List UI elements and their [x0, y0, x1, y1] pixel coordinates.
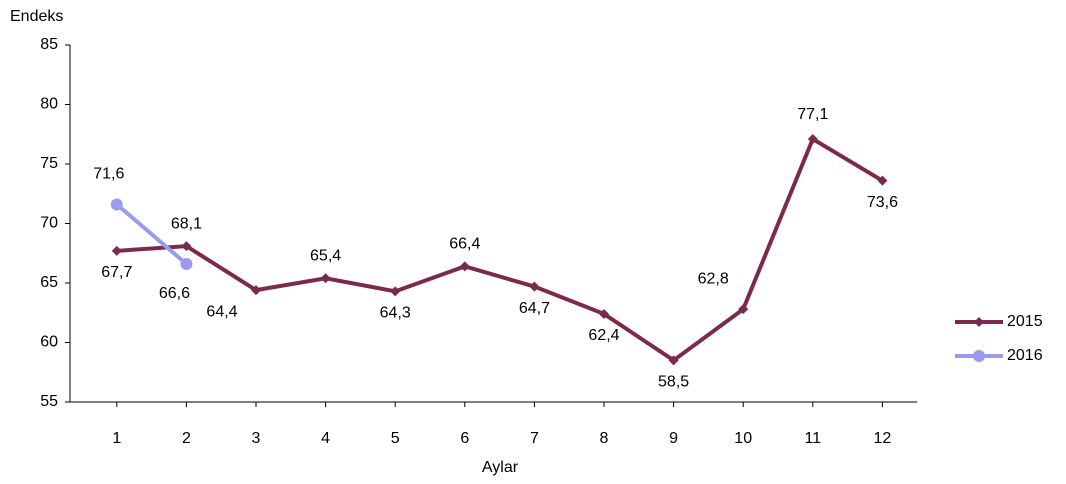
marker	[181, 241, 192, 252]
marker	[599, 308, 609, 319]
x-tick-label: 9	[669, 430, 678, 447]
y-tick-label: 80	[40, 96, 58, 113]
y-tick-label: 70	[40, 215, 58, 232]
marker	[251, 285, 261, 296]
x-tick-label: 7	[530, 430, 539, 447]
y-tick-label: 55	[40, 393, 58, 410]
data-label: 64,3	[380, 305, 411, 322]
y-tick-label: 60	[40, 334, 58, 351]
y-tick-label: 75	[40, 155, 58, 172]
y-axis-title: Endeks	[10, 8, 63, 25]
x-tick-label: 10	[734, 430, 752, 447]
marker	[668, 355, 679, 366]
legend-label: 2016	[1007, 347, 1043, 364]
y-tick-label: 85	[40, 36, 58, 53]
x-tick-label: 2	[182, 430, 191, 447]
data-label: 64,4	[206, 303, 237, 320]
data-label: 64,7	[519, 300, 550, 317]
data-label: 66,6	[159, 285, 190, 302]
series-line	[116, 136, 884, 363]
x-axis-title: Aylar	[482, 459, 519, 476]
x-tick-label: 5	[391, 430, 400, 447]
x-tick-label: 11	[804, 430, 821, 447]
data-label: 62,4	[588, 327, 619, 344]
marker	[738, 304, 749, 315]
marker	[320, 273, 331, 284]
data-label: 67,7	[101, 264, 132, 281]
x-tick-label: 6	[460, 430, 469, 447]
marker	[111, 245, 122, 256]
marker	[110, 198, 123, 211]
legend-label: 2015	[1007, 313, 1043, 330]
x-tick-label: 8	[600, 430, 609, 447]
marker	[807, 134, 818, 145]
x-tick-label: 3	[252, 430, 261, 447]
data-label: 58,5	[658, 374, 689, 391]
legend-marker	[973, 350, 985, 362]
y-tick-label: 65	[40, 274, 58, 291]
marker	[529, 281, 540, 292]
data-label: 68,1	[171, 215, 202, 232]
data-label: 62,8	[698, 270, 729, 287]
data-label: 71,6	[93, 166, 124, 183]
data-label: 77,1	[797, 106, 828, 123]
series-line	[115, 202, 188, 266]
legend-marker	[974, 317, 984, 327]
data-label: 65,4	[310, 247, 341, 264]
x-tick-label: 1	[112, 430, 121, 447]
marker	[877, 175, 888, 186]
x-tick-label: 12	[874, 430, 892, 447]
data-label: 73,6	[867, 194, 898, 211]
marker	[390, 286, 401, 297]
marker	[459, 261, 470, 272]
data-label: 66,4	[449, 236, 480, 253]
marker	[180, 257, 193, 270]
x-tick-label: 4	[321, 430, 330, 447]
